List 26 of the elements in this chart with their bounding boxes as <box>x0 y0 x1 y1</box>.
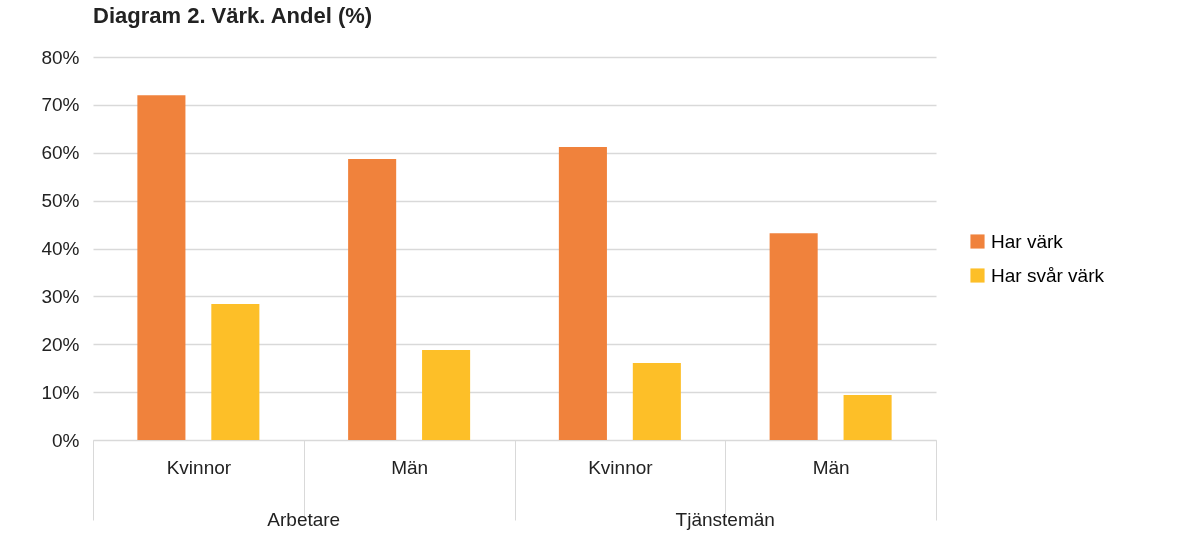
bar <box>769 233 818 440</box>
bar <box>211 304 260 440</box>
y-tick-label: 0% <box>52 429 80 451</box>
x-tick-label: Män <box>391 456 429 478</box>
y-tick-label: 40% <box>41 238 80 259</box>
y-tick-label: 80% <box>41 46 80 68</box>
y-tick-label: 30% <box>41 285 80 307</box>
y-tick-label: 70% <box>41 94 80 116</box>
legend-label: Har värk <box>991 230 1064 252</box>
bar <box>632 362 681 440</box>
bar <box>348 158 397 440</box>
text: Tjänstemän <box>675 509 775 530</box>
y-tick-label: 60% <box>41 142 80 164</box>
x-tick-label: Kvinnor <box>588 456 654 478</box>
legend-label: Har svår värk <box>991 264 1105 286</box>
y-tick-label: 50% <box>41 190 80 212</box>
bar <box>422 350 471 440</box>
x-tick-label: Kvinnor <box>166 456 232 478</box>
y-tick-label: 20% <box>41 333 80 355</box>
bar <box>843 395 892 440</box>
bar <box>137 95 186 440</box>
bar <box>558 147 607 440</box>
x-tick-label: Män <box>812 456 850 478</box>
y-tick-label: 10% <box>41 381 80 403</box>
chart-title: Diagram 2. Värk. Andel (%) <box>93 3 373 28</box>
text: Arbetare <box>267 509 341 530</box>
